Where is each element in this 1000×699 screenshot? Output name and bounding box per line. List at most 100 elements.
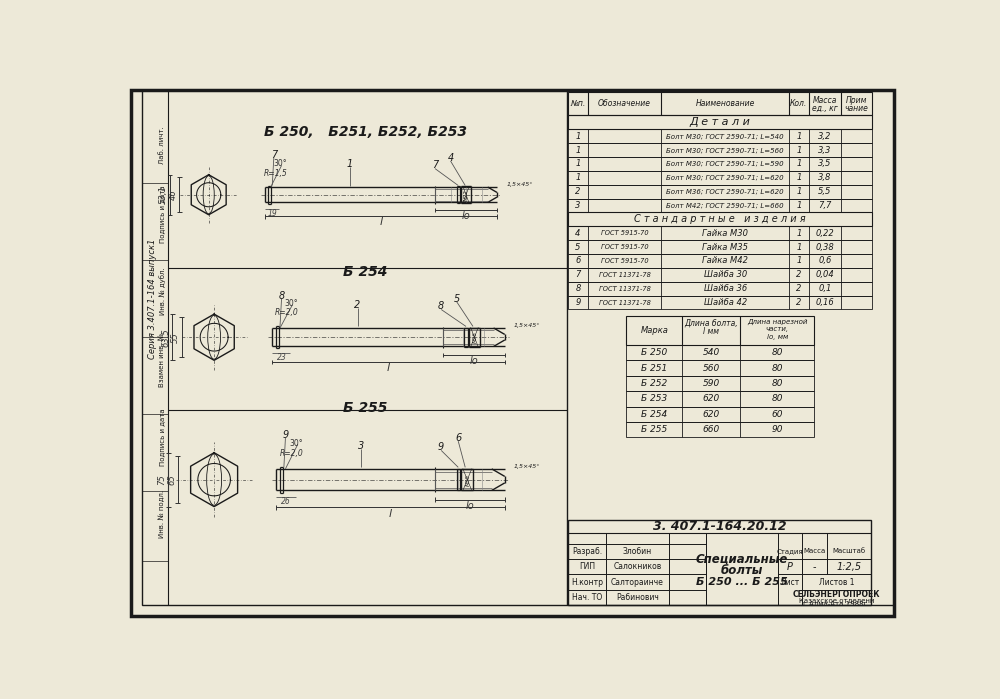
Text: Наименование: Наименование [696, 99, 755, 108]
Text: R=1,5: R=1,5 [263, 168, 287, 178]
Bar [568, 282, 872, 296]
Text: Масса: Масса [813, 96, 837, 105]
Text: 3,8: 3,8 [818, 173, 832, 182]
Bar [568, 199, 872, 212]
Text: 2: 2 [575, 187, 581, 196]
Bar [626, 360, 814, 375]
Text: Шайба 30: Шайба 30 [704, 271, 747, 280]
Text: 2: 2 [354, 300, 361, 310]
Bar [568, 212, 872, 226]
Text: Специальные: Специальные [696, 552, 788, 565]
Text: Инв. № подл.: Инв. № подл. [159, 490, 165, 538]
Text: lo: lo [469, 356, 478, 366]
Text: 1: 1 [796, 145, 802, 154]
Text: ГОСТ 5915-70: ГОСТ 5915-70 [601, 230, 648, 236]
Text: 3. 407.1-164.20.12: 3. 407.1-164.20.12 [653, 520, 786, 533]
Text: M30: M30 [465, 474, 470, 486]
Text: Болт М30; ГОСТ 2590-71; L=540: Болт М30; ГОСТ 2590-71; L=540 [666, 134, 784, 139]
Text: №п.: №п. [570, 99, 586, 108]
Text: 46: 46 [169, 189, 178, 200]
Text: 1: 1 [575, 145, 581, 154]
Bar [568, 129, 872, 143]
Bar [626, 391, 814, 407]
Text: M26: M26 [472, 331, 477, 343]
Text: 1: 1 [796, 187, 802, 196]
Text: 1,5×45°: 1,5×45° [514, 464, 540, 469]
Text: l: l [389, 509, 392, 519]
Text: Злобин: Злобин [623, 547, 652, 556]
Text: Гайка М35: Гайка М35 [702, 243, 748, 252]
Text: l: l [387, 363, 390, 373]
Text: 5: 5 [454, 294, 460, 303]
Bar [568, 157, 872, 171]
Text: R=2,0: R=2,0 [274, 308, 298, 317]
Text: ГОСТ 11371-78: ГОСТ 11371-78 [599, 300, 650, 305]
Text: 3,5: 3,5 [818, 159, 832, 168]
Text: Б 250,   Б251, Б252, Б253: Б 250, Б251, Б252, Б253 [264, 125, 467, 139]
Text: Шайба 36: Шайба 36 [704, 284, 747, 293]
Text: 1,5×45°: 1,5×45° [506, 182, 533, 187]
Text: 1: 1 [575, 159, 581, 168]
Text: Б 255: Б 255 [343, 401, 387, 415]
Text: 560: 560 [703, 363, 720, 373]
Text: -: - [813, 562, 816, 572]
Text: 63,5: 63,5 [162, 328, 171, 347]
Text: Б 255: Б 255 [641, 425, 667, 434]
Text: 4: 4 [447, 153, 454, 163]
Text: ГИП: ГИП [579, 562, 595, 571]
Text: Р: Р [787, 562, 793, 572]
Text: 5: 5 [575, 243, 581, 252]
Text: Болт М30; ГОСТ 2590-71; L=620: Болт М30; ГОСТ 2590-71; L=620 [666, 175, 784, 181]
Text: Рабинович: Рабинович [616, 593, 659, 602]
Text: ГОСТ 11371-78: ГОСТ 11371-78 [599, 286, 650, 291]
Text: 0,38: 0,38 [815, 243, 834, 252]
Text: Б 253: Б 253 [641, 394, 667, 403]
Text: 1: 1 [796, 243, 802, 252]
Text: СЕЛЬЭНЕРГОПРОЕК: СЕЛЬЭНЕРГОПРОЕК [793, 590, 880, 599]
Text: 80: 80 [771, 363, 783, 373]
Text: Листов 1: Листов 1 [819, 577, 854, 586]
Text: 1,5×45°: 1,5×45° [514, 323, 540, 328]
Text: 0,1: 0,1 [818, 284, 832, 293]
Text: Инв. № дубл.: Инв. № дубл. [159, 267, 166, 315]
Bar [568, 115, 872, 129]
Text: Д е т а л и: Д е т а л и [690, 117, 751, 127]
Text: l мм: l мм [703, 327, 719, 336]
Bar [568, 296, 872, 310]
Text: 3: 3 [575, 201, 581, 210]
Text: Взамен инв. №: Взамен инв. № [159, 333, 165, 387]
Text: R=2,0: R=2,0 [280, 449, 304, 458]
Text: 19: 19 [267, 209, 277, 218]
Text: Болт М30; ГОСТ 2590-71; L=590: Болт М30; ГОСТ 2590-71; L=590 [666, 161, 784, 167]
Bar [626, 345, 814, 360]
Text: Подпись и дата: Подпись и дата [159, 408, 165, 466]
Text: 7: 7 [432, 161, 438, 171]
Text: 4: 4 [575, 229, 581, 238]
Text: Салтораинче: Салтораинче [611, 577, 664, 586]
Text: Нач. ТО: Нач. ТО [572, 593, 602, 602]
Text: 8: 8 [575, 284, 581, 293]
Bar [626, 375, 814, 391]
Text: lo: lo [462, 211, 470, 222]
Text: Прим: Прим [846, 96, 867, 105]
Text: Болт М30; ГОСТ 2590-71; L=560: Болт М30; ГОСТ 2590-71; L=560 [666, 147, 784, 153]
Text: 3,2: 3,2 [818, 131, 832, 140]
Text: Кол.: Кол. [790, 99, 807, 108]
Text: 80: 80 [771, 394, 783, 403]
Text: 80: 80 [771, 348, 783, 357]
Text: 0,6: 0,6 [818, 257, 832, 266]
Text: 0,16: 0,16 [815, 298, 834, 307]
Text: части,: части, [766, 326, 789, 332]
Text: Разраб.: Разраб. [572, 547, 602, 556]
Text: Б 250: Б 250 [641, 348, 667, 357]
Text: 2: 2 [796, 298, 802, 307]
Bar [626, 316, 814, 345]
Bar [568, 92, 872, 115]
Text: чание: чание [845, 104, 869, 113]
Text: l: l [379, 217, 382, 227]
Text: Шайба 42: Шайба 42 [704, 298, 747, 307]
Text: 2: 2 [796, 284, 802, 293]
Text: 540: 540 [703, 348, 720, 357]
Text: 620: 620 [703, 394, 720, 403]
Text: 90: 90 [771, 425, 783, 434]
